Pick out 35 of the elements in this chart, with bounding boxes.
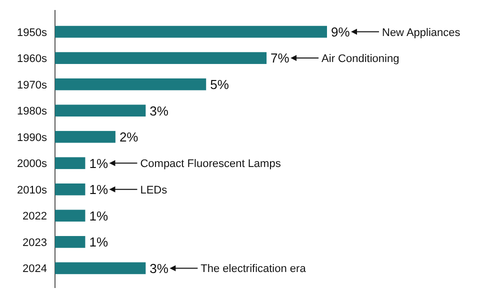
text: New Appliances [382, 26, 461, 39]
annotation: Air Conditioning [322, 53, 400, 66]
bar [55, 210, 86, 222]
y-tick-label: 2023 [22, 236, 47, 249]
data-label: 3% [150, 260, 169, 276]
y-tick-label: 1960s [17, 53, 48, 66]
y-tick-label: 1950s [17, 26, 48, 39]
annotation: LEDs [140, 184, 168, 196]
data-label: 1% [89, 156, 108, 171]
data-label: 9% [331, 24, 350, 40]
data-label: 1% [89, 234, 108, 250]
bar [55, 157, 86, 170]
bar [55, 183, 86, 196]
data-label: 3% [150, 103, 169, 118]
data-label: 1% [89, 208, 108, 224]
data-label: 1% [89, 182, 108, 198]
y-tick-label: 1990s [17, 132, 48, 144]
y-tick-label: 1970s [17, 79, 48, 92]
y-tick-label: 1980s [17, 106, 48, 118]
y-tick-label: 2024 [22, 263, 47, 276]
bar [55, 78, 206, 90]
data-label: 7% [270, 50, 290, 66]
bar [55, 130, 116, 143]
data-label: 5% [210, 77, 230, 92]
y-tick-label: 2022 [22, 210, 47, 223]
annotation: The electrification era [200, 263, 307, 276]
annotation: Compact Fluorescent Lamps [140, 158, 282, 170]
y-tick-label: 2010s [17, 184, 48, 196]
bar [55, 104, 146, 117]
bar [55, 262, 146, 274]
bar [55, 26, 327, 38]
data-label: 2% [119, 130, 139, 145]
y-tick-label: 2000s [17, 158, 48, 170]
bar [55, 236, 86, 248]
bar [55, 52, 267, 64]
